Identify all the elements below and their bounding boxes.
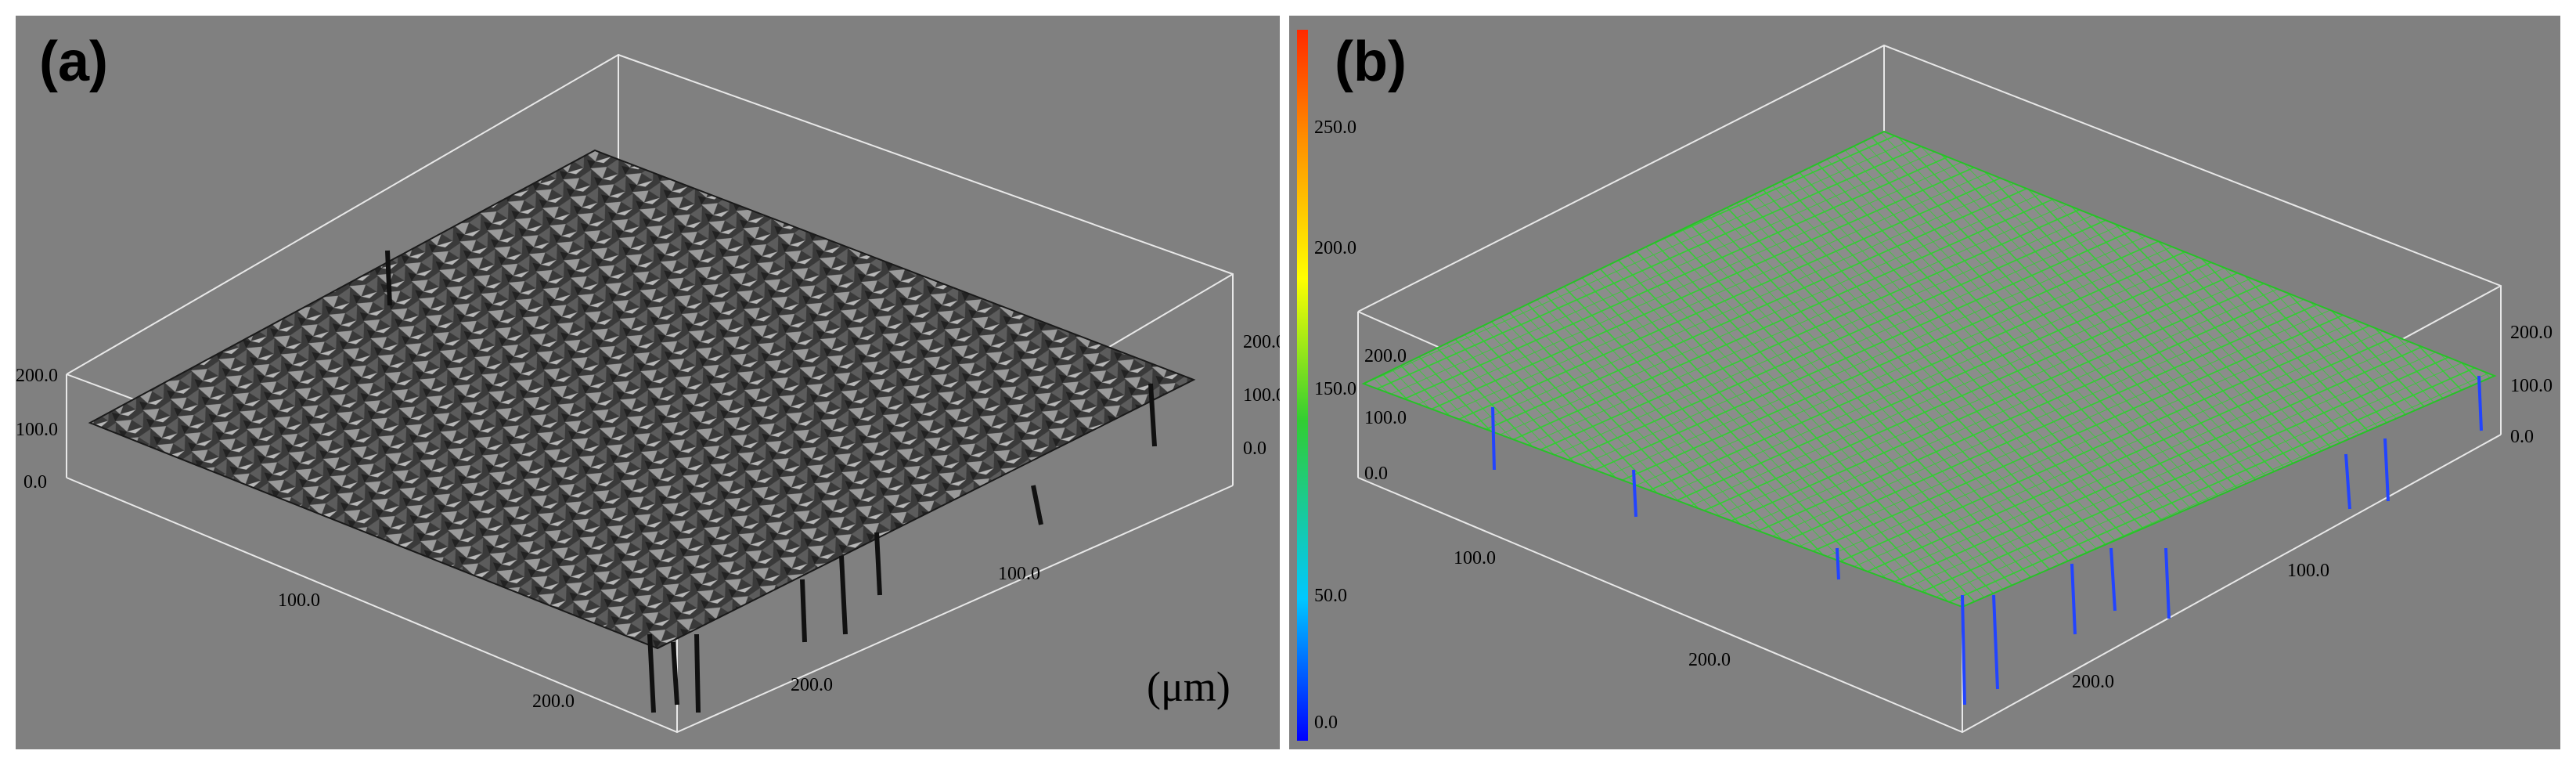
y-tick-a-0: 100.0 (998, 564, 1040, 584)
z-tick-a-left-0: 200.0 (16, 366, 58, 386)
z-tick-b-left-1: 100.0 (1364, 408, 1407, 428)
surface-spikes-a (385, 250, 1157, 713)
y-tick-b-1: 200.0 (2072, 672, 2114, 692)
z-tick-a-right-0: 200.0 (1243, 332, 1280, 352)
colorbar-tick-1: 200.0 (1314, 238, 1356, 258)
z-tick-b-left-0: 200.0 (1364, 346, 1407, 366)
z-tick-a-right-1: 100.0 (1243, 385, 1280, 406)
surface-spikes-b (1491, 375, 2483, 705)
z-tick-b-left-2: 0.0 (1364, 464, 1388, 484)
y-tick-a-1: 200.0 (791, 675, 833, 695)
y-tick-b-0: 100.0 (2287, 561, 2329, 581)
colorbar-tick-3: 50.0 (1314, 586, 1347, 606)
x-axis-b: 100.0 200.0 (1454, 548, 1731, 670)
panel-a-plot: 200.0 100.0 0.0 200.0 100.0 0.0 100.0 20… (16, 53, 1280, 734)
x-tick-a-1: 200.0 (532, 691, 575, 712)
z-axis-right-b: 200.0 100.0 0.0 (2510, 323, 2553, 447)
x-axis-a: 100.0 200.0 (278, 590, 575, 712)
colorbar (1297, 30, 1308, 741)
panel-a: (a) (16, 16, 1280, 749)
z-tick-b-right-1: 100.0 (2510, 376, 2553, 396)
z-axis-left-a: 200.0 100.0 0.0 (16, 366, 58, 493)
panel-b-plot: 250.0 200.0 150.0 50.0 0.0 (1297, 30, 2553, 741)
z-tick-a-left-2: 0.0 (23, 472, 47, 493)
y-axis-a: 100.0 200.0 (791, 564, 1040, 695)
colorbar-tick-2: 150.0 (1314, 379, 1356, 399)
z-tick-a-right-2: 0.0 (1243, 438, 1266, 459)
surface-b (1361, 130, 2497, 608)
z-axis-left-b: 200.0 100.0 0.0 (1364, 346, 1407, 484)
z-tick-a-left-1: 100.0 (16, 420, 58, 440)
x-tick-b-1: 200.0 (1688, 650, 1731, 670)
unit-label: (μm) (1147, 663, 1230, 710)
x-tick-a-0: 100.0 (278, 590, 320, 611)
colorbar-tick-4: 0.0 (1314, 713, 1338, 733)
y-axis-b: 100.0 200.0 (2072, 561, 2329, 692)
panel-a-label: (a) (39, 31, 108, 93)
surface-a (88, 149, 1196, 650)
z-axis-right-a: 200.0 100.0 0.0 (1243, 332, 1280, 459)
colorbar-tick-0: 250.0 (1314, 117, 1356, 138)
z-tick-b-right-0: 200.0 (2510, 323, 2553, 343)
colorbar-ticks: 250.0 200.0 150.0 50.0 0.0 (1314, 117, 1356, 733)
z-tick-b-right-2: 0.0 (2510, 427, 2534, 447)
panel-b: (b) 250.0 200.0 150.0 50.0 0.0 (1289, 16, 2560, 749)
x-tick-b-0: 100.0 (1454, 548, 1496, 568)
panel-b-label: (b) (1335, 31, 1407, 93)
